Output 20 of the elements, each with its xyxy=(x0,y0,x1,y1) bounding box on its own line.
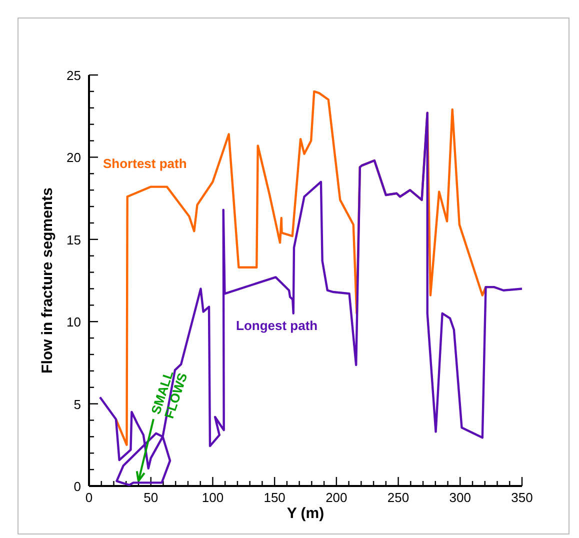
series-label: Shortest path xyxy=(103,156,187,171)
x-tick-label: 300 xyxy=(449,490,471,505)
annotation: SMALL FLOWS xyxy=(148,368,190,420)
line-series xyxy=(98,112,524,486)
x-tick-label: 200 xyxy=(326,490,348,505)
x-axis-title: Y (m) xyxy=(286,505,324,522)
y-tick-label: 10 xyxy=(66,314,81,330)
x-tick-label: 50 xyxy=(144,490,158,505)
y-tick-label: 20 xyxy=(66,150,81,166)
y-tick-label: 5 xyxy=(74,396,81,412)
y-tick-label: 0 xyxy=(74,479,81,494)
series-label: Longest path xyxy=(236,318,318,333)
x-tick-label: 0 xyxy=(85,490,93,505)
y-axis-title: Flow in fracture segments xyxy=(39,188,56,374)
y-tick-label: 25 xyxy=(66,68,81,83)
y-tick-label: 15 xyxy=(66,232,81,248)
x-tick-label: 250 xyxy=(387,490,410,505)
x-tick-label: 350 xyxy=(511,490,533,505)
x-tick-label: 150 xyxy=(264,490,286,505)
x-tick-label: 100 xyxy=(202,490,224,505)
